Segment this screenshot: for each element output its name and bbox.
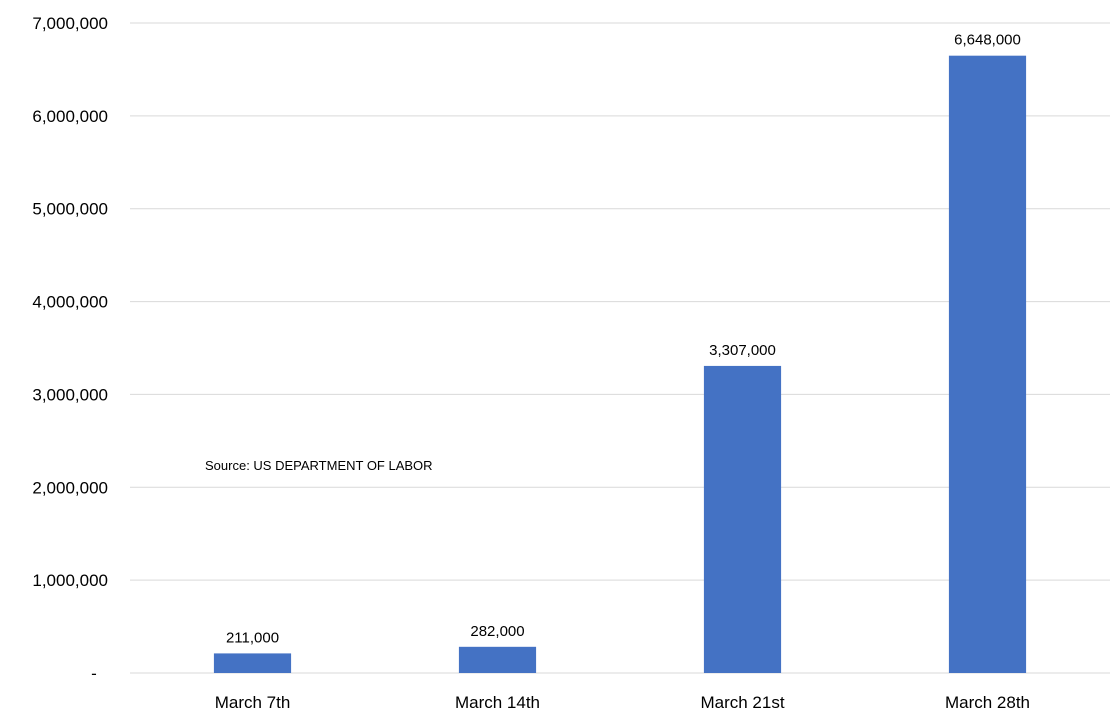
data-labels: 211,000 282,000 3,307,000 6,648,000 <box>226 32 1021 647</box>
bar-data-label: 3,307,000 <box>709 342 776 359</box>
gridlines <box>130 22 1110 674</box>
y-axis-ticks: - 1,000,000 2,000,000 3,000,000 4,000,000 5,0… <box>32 14 108 683</box>
bar-data-label: 282,000 <box>470 623 524 640</box>
y-tick-label: 7,000,000 <box>32 14 108 33</box>
bar <box>948 55 1027 673</box>
x-category-label: March 7th <box>215 693 291 712</box>
bar <box>458 646 537 673</box>
x-axis-categories: March 7th March 14th March 21st March 28th <box>215 693 1030 712</box>
y-tick-label: 3,000,000 <box>32 385 108 404</box>
x-category-label: March 28th <box>945 693 1030 712</box>
x-category-label: March 21st <box>700 693 784 712</box>
y-tick-label: 1,000,000 <box>32 571 108 590</box>
y-tick-label: 2,000,000 <box>32 478 108 497</box>
bar <box>703 365 782 673</box>
source-annotation: Source: US DEPARTMENT OF LABOR <box>205 458 433 473</box>
y-tick-label: - <box>91 664 97 683</box>
bar-data-label: 211,000 <box>226 629 279 646</box>
bar <box>213 653 292 673</box>
x-category-label: March 14th <box>455 693 540 712</box>
bars <box>213 55 1027 673</box>
y-tick-label: 4,000,000 <box>32 293 108 312</box>
y-tick-label: 5,000,000 <box>32 200 108 219</box>
bar-data-label: 6,648,000 <box>954 32 1021 49</box>
y-tick-label: 6,000,000 <box>32 107 108 126</box>
